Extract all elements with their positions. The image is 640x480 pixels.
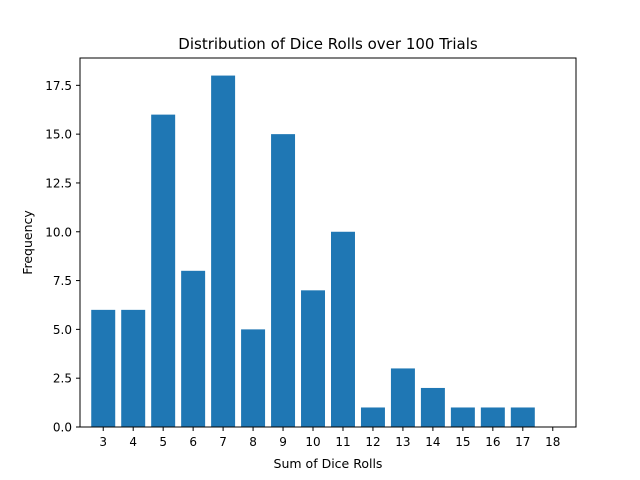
x-tick-label: 9 [279, 435, 287, 449]
bar-15 [450, 407, 475, 427]
x-tick-label: 18 [545, 435, 560, 449]
y-tick-label: 12.5 [45, 176, 72, 190]
bar-5 [151, 114, 176, 428]
y-axis-label: Frequency [20, 210, 35, 275]
x-tick-label: 13 [395, 435, 410, 449]
y-tick-label: 17.5 [45, 79, 72, 93]
y-tick-label: 10.0 [45, 225, 72, 239]
bar-8 [241, 329, 266, 427]
bar-7 [211, 75, 236, 427]
x-tick-label: 5 [159, 435, 167, 449]
bar-12 [360, 407, 385, 427]
y-tick-label: 0.0 [53, 421, 72, 435]
y-tick-label: 2.5 [53, 372, 72, 386]
bar-11 [331, 231, 355, 427]
x-tick-label: 17 [515, 435, 530, 449]
bar-9 [271, 134, 296, 427]
bar-6 [181, 270, 206, 427]
plot-frame [79, 57, 577, 428]
y-tick-label: 7.5 [53, 274, 72, 288]
y-axis-ticks: 0.0 2.5 5.0 7.5 10.0 12.5 15.0 17.5 [45, 79, 80, 435]
bars [91, 75, 535, 428]
y-tick-label: 5.0 [53, 323, 72, 337]
x-tick-label: 4 [129, 435, 137, 449]
bar-10 [301, 290, 326, 427]
x-tick-label: 11 [335, 435, 350, 449]
x-tick-label: 15 [455, 435, 470, 449]
x-axis-label: Sum of Dice Rolls [274, 456, 383, 471]
x-tick-label: 3 [99, 435, 107, 449]
bar-17 [510, 407, 535, 427]
bar-14 [420, 387, 445, 427]
x-tick-label: 16 [485, 435, 500, 449]
bar-4 [121, 309, 146, 427]
chart-title: Distribution of Dice Rolls over 100 Tria… [178, 35, 478, 53]
x-tick-label: 12 [365, 435, 380, 449]
x-tick-label: 7 [219, 435, 227, 449]
y-tick-label: 15.0 [45, 128, 72, 142]
bar-16 [480, 407, 505, 427]
bar-3 [91, 309, 116, 427]
x-tick-label: 8 [249, 435, 257, 449]
x-tick-label: 14 [425, 435, 440, 449]
bar-13 [390, 368, 415, 427]
x-axis-ticks: 3 4 5 6 7 8 9 10 11 12 13 14 15 16 17 18 [99, 427, 560, 449]
x-tick-label: 10 [305, 435, 320, 449]
x-tick-label: 6 [189, 435, 197, 449]
